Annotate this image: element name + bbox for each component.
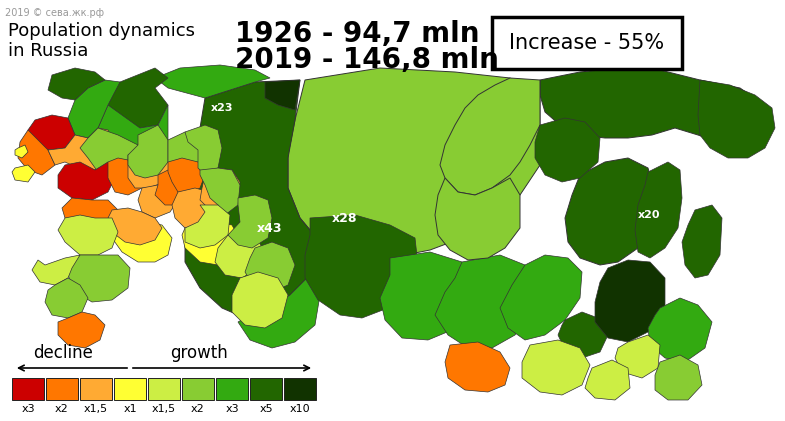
- Polygon shape: [80, 128, 138, 175]
- Polygon shape: [595, 260, 665, 342]
- Polygon shape: [45, 278, 88, 318]
- Polygon shape: [12, 165, 35, 182]
- Bar: [12, 378, 44, 400]
- Polygon shape: [15, 145, 28, 158]
- Polygon shape: [228, 195, 272, 248]
- Polygon shape: [32, 255, 80, 285]
- Bar: [216, 378, 248, 400]
- Polygon shape: [635, 162, 682, 258]
- Text: x20: x20: [637, 210, 660, 220]
- Polygon shape: [98, 105, 168, 168]
- Polygon shape: [445, 342, 510, 392]
- Polygon shape: [112, 222, 172, 262]
- Text: x3: x3: [225, 404, 239, 414]
- Polygon shape: [108, 158, 148, 195]
- Bar: [182, 378, 214, 400]
- Polygon shape: [200, 168, 240, 215]
- Polygon shape: [108, 68, 168, 128]
- Polygon shape: [380, 252, 478, 340]
- Polygon shape: [48, 68, 105, 100]
- Polygon shape: [108, 208, 162, 245]
- Bar: [114, 378, 146, 400]
- Polygon shape: [68, 80, 120, 138]
- Bar: [250, 378, 282, 400]
- Polygon shape: [232, 272, 288, 328]
- Polygon shape: [655, 355, 702, 400]
- Polygon shape: [440, 78, 540, 195]
- Polygon shape: [138, 185, 178, 218]
- Polygon shape: [58, 215, 118, 255]
- Polygon shape: [172, 188, 218, 228]
- Text: x5: x5: [259, 404, 273, 414]
- Text: x23: x23: [210, 103, 233, 113]
- Text: growth: growth: [170, 344, 228, 362]
- Polygon shape: [185, 205, 230, 248]
- Polygon shape: [168, 158, 205, 195]
- Polygon shape: [28, 115, 75, 150]
- Polygon shape: [168, 132, 205, 175]
- Polygon shape: [58, 312, 105, 348]
- Polygon shape: [18, 130, 55, 175]
- Polygon shape: [245, 242, 295, 292]
- Polygon shape: [238, 275, 320, 348]
- Bar: [492, 17, 682, 69]
- Text: Increase - 55%: Increase - 55%: [509, 33, 665, 53]
- Polygon shape: [200, 168, 240, 210]
- Polygon shape: [185, 125, 222, 175]
- Polygon shape: [182, 222, 240, 265]
- Polygon shape: [265, 80, 300, 110]
- Polygon shape: [62, 198, 118, 230]
- Bar: [80, 378, 112, 400]
- Polygon shape: [185, 80, 320, 318]
- Text: x2: x2: [191, 404, 205, 414]
- Polygon shape: [435, 255, 535, 348]
- Text: x1,5: x1,5: [152, 404, 176, 414]
- Text: x43: x43: [257, 221, 283, 234]
- Text: x2: x2: [55, 404, 69, 414]
- Polygon shape: [558, 312, 608, 358]
- Text: x1,5: x1,5: [84, 404, 108, 414]
- Polygon shape: [435, 178, 520, 260]
- Polygon shape: [155, 168, 198, 205]
- Polygon shape: [648, 298, 712, 362]
- Polygon shape: [68, 255, 130, 302]
- Polygon shape: [535, 118, 600, 182]
- Polygon shape: [305, 215, 418, 318]
- Text: Population dynamics: Population dynamics: [8, 22, 195, 40]
- Polygon shape: [288, 68, 540, 258]
- Bar: [284, 378, 316, 400]
- Text: x28: x28: [332, 211, 358, 224]
- Polygon shape: [155, 65, 270, 98]
- Text: 2019 - 146,8 mln: 2019 - 146,8 mln: [235, 46, 499, 74]
- Bar: [46, 378, 78, 400]
- Polygon shape: [48, 128, 115, 170]
- Polygon shape: [522, 340, 590, 395]
- Polygon shape: [682, 205, 722, 278]
- Text: 1926 - 94,7 mln: 1926 - 94,7 mln: [235, 20, 480, 48]
- Polygon shape: [565, 158, 655, 265]
- Polygon shape: [128, 125, 168, 178]
- Polygon shape: [615, 335, 660, 378]
- Polygon shape: [128, 150, 172, 188]
- Text: x1: x1: [123, 404, 137, 414]
- Text: x17: x17: [724, 230, 747, 240]
- Polygon shape: [585, 360, 630, 400]
- Text: in Russia: in Russia: [8, 42, 89, 60]
- Text: x10: x10: [290, 404, 310, 414]
- Polygon shape: [540, 68, 760, 142]
- Text: decline: decline: [33, 344, 93, 362]
- Text: 2019 © сева.жк.рф: 2019 © сева.жк.рф: [5, 8, 104, 18]
- Polygon shape: [500, 255, 582, 340]
- Bar: [148, 378, 180, 400]
- Text: x3: x3: [21, 404, 35, 414]
- Polygon shape: [698, 80, 775, 158]
- Polygon shape: [215, 228, 262, 278]
- Polygon shape: [58, 162, 115, 200]
